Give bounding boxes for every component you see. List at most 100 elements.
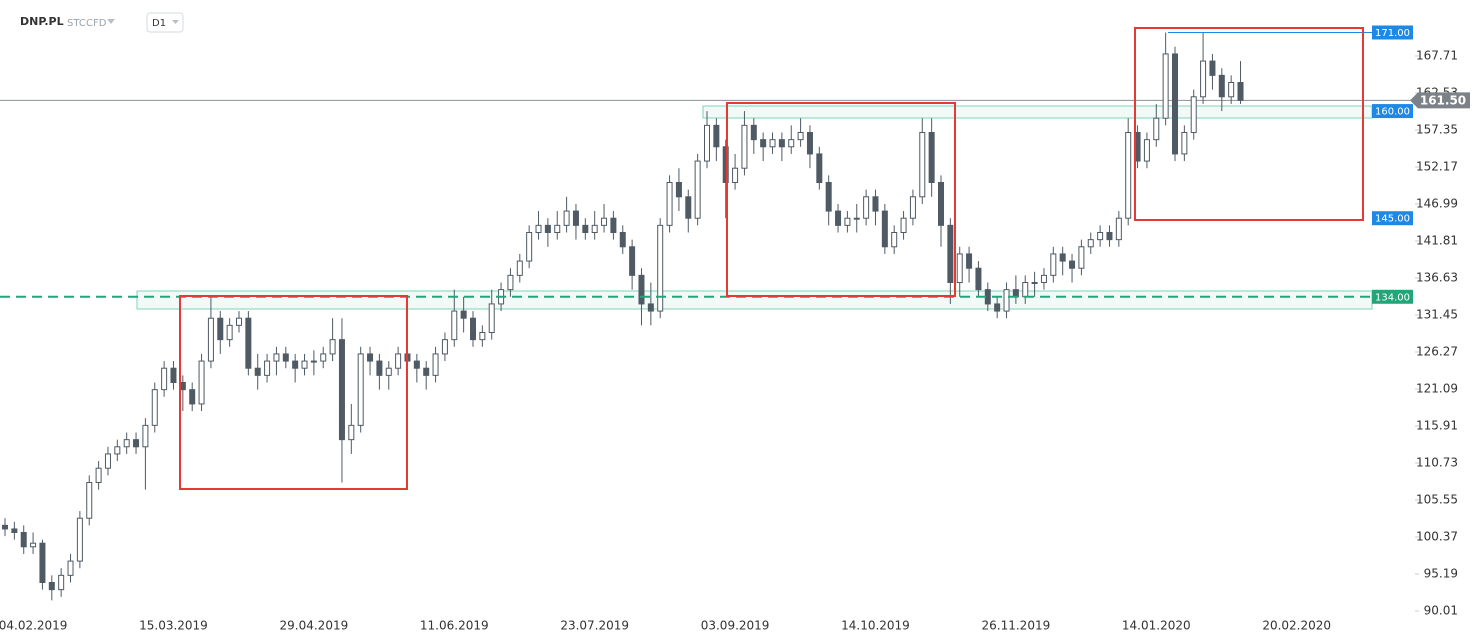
- candle-body: [919, 132, 926, 198]
- candle-body: [685, 196, 692, 219]
- candle-body: [638, 274, 645, 305]
- candle-body: [563, 210, 570, 226]
- candle-body: [816, 153, 823, 184]
- candle-body: [741, 124, 748, 169]
- symbol: DNP.PL: [20, 15, 64, 28]
- candle-body: [928, 132, 935, 183]
- candle-body: [1115, 217, 1122, 241]
- tag: CFD: [86, 18, 107, 29]
- candle-body: [1190, 96, 1197, 133]
- candle-body: [39, 542, 46, 584]
- candle-body: [909, 196, 916, 219]
- candle-body: [601, 217, 608, 226]
- candle-body: [95, 467, 102, 484]
- x-tick-label: 23.07.2019: [560, 619, 629, 633]
- candle-body: [170, 367, 177, 384]
- candle-body: [198, 360, 205, 405]
- candle-body: [479, 332, 486, 341]
- candle-body: [554, 224, 561, 234]
- candle-body: [451, 310, 458, 341]
- candle-body: [338, 339, 345, 441]
- candle-body: [1143, 139, 1150, 162]
- drawings: [179, 27, 1364, 490]
- candle-body: [722, 146, 729, 184]
- candle-body: [872, 196, 879, 212]
- candle-body: [58, 574, 65, 591]
- candle-body: [432, 353, 439, 376]
- interval: D1: [152, 18, 166, 29]
- x-tick-label: 29.04.2019: [280, 619, 349, 633]
- y-tick-label: 121.09: [1416, 382, 1458, 396]
- tag: STC: [67, 18, 86, 29]
- red-box: [1134, 27, 1364, 221]
- candle-body: [863, 196, 870, 219]
- candle-body: [544, 224, 551, 234]
- candle-body: [788, 139, 795, 148]
- candle-body: [11, 528, 18, 534]
- candle-body: [797, 132, 804, 141]
- candle-body: [320, 353, 327, 362]
- candle-body: [1237, 82, 1244, 101]
- candle-body: [947, 224, 954, 284]
- dropdown-arrow[interactable]: [107, 19, 115, 24]
- level-tag: [1372, 25, 1413, 40]
- candle-body: [1040, 274, 1047, 284]
- x-tick-label: 04.02.2019: [0, 619, 67, 633]
- candle-body: [441, 339, 448, 355]
- candle-body: [2, 524, 8, 530]
- y-tick-label: 110.73: [1416, 456, 1458, 470]
- candle-body: [966, 253, 973, 269]
- candle-body: [591, 224, 598, 234]
- candle-body: [844, 217, 851, 226]
- plot: 90.01 95.19 100.37 105.55 110.73 115.91 121.09…: [0, 25, 1470, 633]
- candle-body: [413, 360, 420, 369]
- candle-body: [835, 210, 842, 226]
- candle-body: [179, 382, 186, 391]
- candle-body: [1209, 60, 1216, 76]
- candle-body: [1228, 82, 1235, 98]
- candle-body: [161, 367, 168, 391]
- candle-body: [329, 339, 336, 355]
- candle-body: [76, 517, 83, 562]
- candle-body: [254, 367, 261, 376]
- dropdown-arrow: [172, 20, 179, 24]
- candle-body: [310, 360, 317, 363]
- candle-body: [189, 389, 196, 405]
- candle-body: [1162, 53, 1169, 119]
- candle-body: [48, 582, 55, 591]
- candle-body: [732, 167, 739, 183]
- x-tick-label: 14.01.2020: [1122, 619, 1191, 633]
- candle-body: [657, 224, 664, 312]
- level-tag: [1372, 289, 1413, 304]
- level-label: 160.00: [1375, 107, 1410, 118]
- candle-body: [1069, 260, 1076, 269]
- candle-body: [1078, 246, 1085, 269]
- level-tag: [1372, 104, 1413, 119]
- candle-body: [460, 310, 467, 319]
- candle-body: [236, 317, 242, 326]
- candle-body: [1172, 53, 1178, 155]
- candle-body: [825, 182, 832, 212]
- candle-body: [226, 324, 233, 341]
- candle-body: [1012, 289, 1019, 298]
- candle-body: [470, 317, 476, 341]
- candle-body: [423, 367, 430, 376]
- candle-body: [104, 453, 111, 469]
- candle-body: [629, 246, 636, 276]
- interval-button[interactable]: [146, 12, 184, 33]
- x-tick-label: 26.11.2019: [982, 619, 1051, 633]
- candle-body: [376, 360, 383, 376]
- candle-body: [67, 560, 74, 576]
- candle-body: [86, 482, 93, 519]
- y-tick-label: 100.37: [1416, 530, 1458, 544]
- candle-body: [357, 353, 364, 426]
- candle-body: [713, 124, 720, 148]
- y-tick-label: 146.99: [1416, 197, 1458, 211]
- candle-body: [975, 267, 982, 291]
- candle-body: [704, 124, 710, 162]
- candle-body: [282, 353, 289, 362]
- candle-body: [610, 217, 617, 233]
- candle-body: [30, 542, 37, 548]
- candle-body: [348, 424, 355, 441]
